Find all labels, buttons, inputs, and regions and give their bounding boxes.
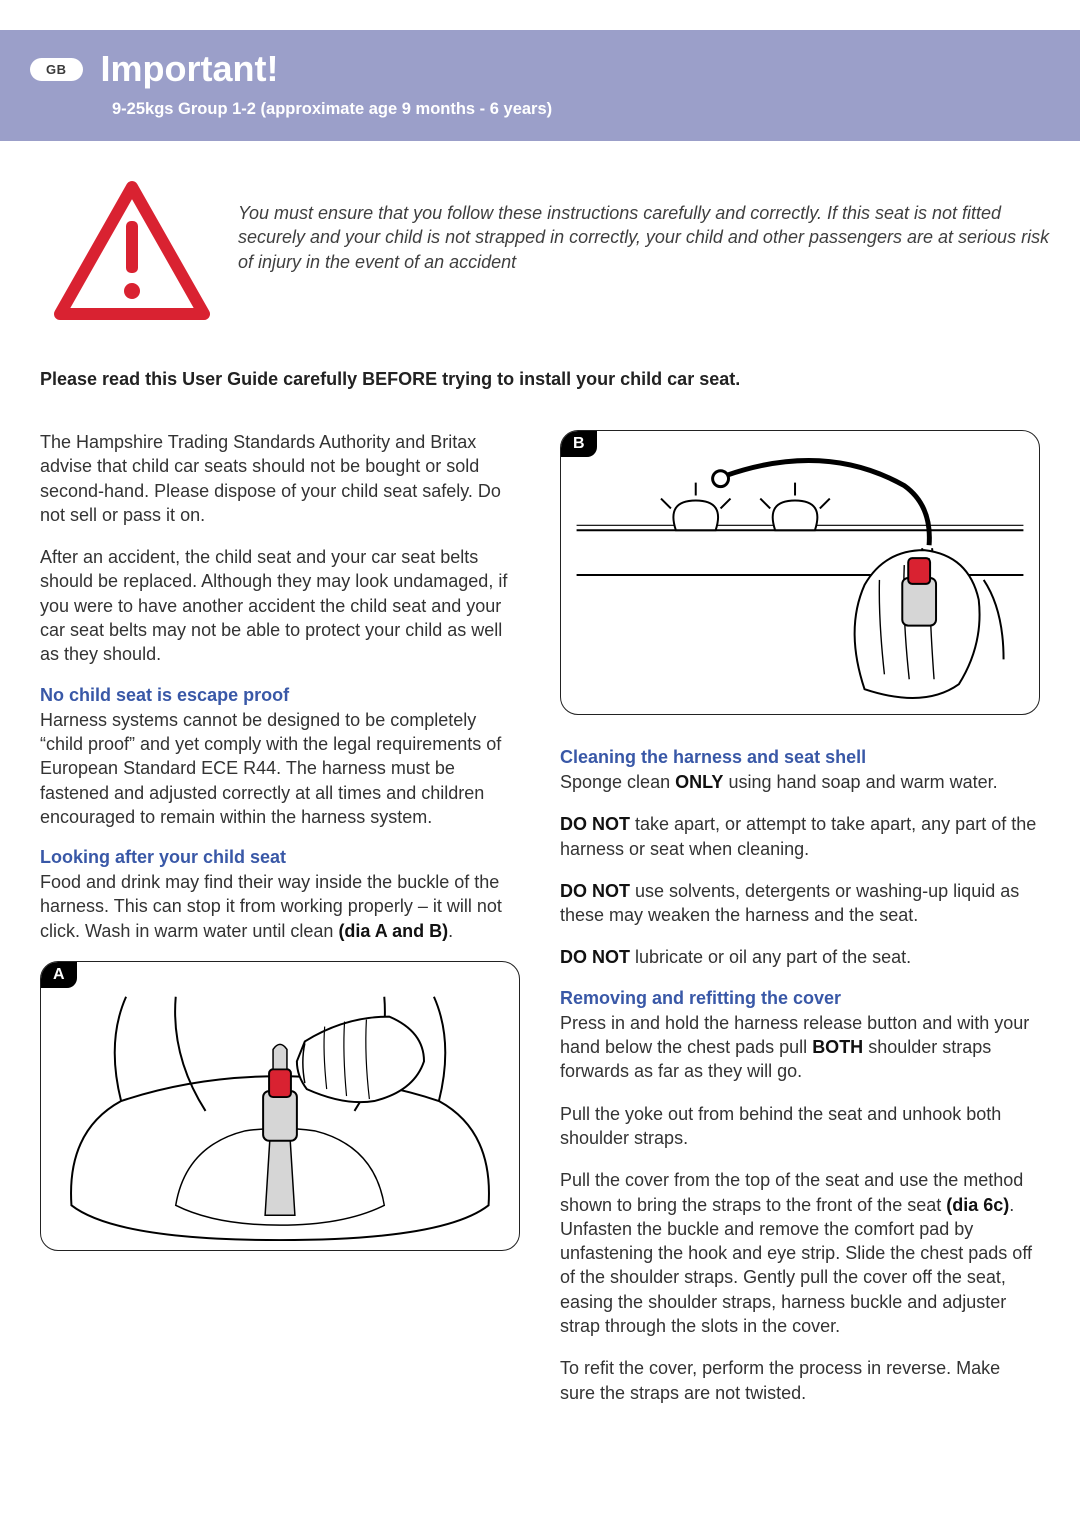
diagram-a-label: A xyxy=(41,962,77,988)
cover-p3: Pull the cover from the top of the seat … xyxy=(560,1168,1040,1338)
do-not-2-bold: DO NOT xyxy=(560,881,630,901)
weight-group-subtitle: 9-25kgs Group 1-2 (approximate age 9 mon… xyxy=(112,100,1050,119)
right-column: B xyxy=(560,430,1040,1423)
looking-after-text-2: . xyxy=(448,921,453,941)
after-accident-text: After an accident, the child seat and yo… xyxy=(40,545,520,666)
do-not-2: DO NOT use solvents, detergents or washi… xyxy=(560,879,1040,928)
country-pill: GB xyxy=(30,58,83,81)
warning-text: You must ensure that you follow these in… xyxy=(238,179,1050,274)
cover-both: BOTH xyxy=(812,1037,863,1057)
cover-p4: To refit the cover, perform the process … xyxy=(560,1356,1040,1405)
page-title: Important! xyxy=(101,48,279,90)
pre-install-notice: Please read this User Guide carefully BE… xyxy=(0,339,1080,390)
diagram-b-label: B xyxy=(561,431,597,457)
escape-proof-body: Harness systems cannot be designed to be… xyxy=(40,708,520,829)
warning-section: You must ensure that you follow these in… xyxy=(0,141,1080,339)
cover-p2: Pull the yoke out from behind the seat a… xyxy=(560,1102,1040,1151)
cleaning-p1: Sponge clean ONLY using hand soap and wa… xyxy=(560,770,1040,794)
do-not-3: DO NOT lubricate or oil any part of the … xyxy=(560,945,1040,969)
left-column: The Hampshire Trading Standards Authorit… xyxy=(40,430,520,1423)
header-band: GB Important! 9-25kgs Group 1-2 (approxi… xyxy=(0,30,1080,141)
do-not-1: DO NOT take apart, or attempt to take ap… xyxy=(560,812,1040,861)
cover-dia6c: (dia 6c) xyxy=(946,1195,1009,1215)
cover-p1: Press in and hold the harness release bu… xyxy=(560,1011,1040,1084)
do-not-1-rest: take apart, or attempt to take apart, an… xyxy=(560,814,1036,858)
cleaning-p1-b: using hand soap and warm water. xyxy=(723,772,997,792)
looking-after-heading: Looking after your child seat xyxy=(40,847,520,868)
content-columns: The Hampshire Trading Standards Authorit… xyxy=(0,390,1080,1463)
diagram-b: B xyxy=(560,430,1040,715)
cleaning-heading: Cleaning the harness and seat shell xyxy=(560,747,1040,768)
cover-heading: Removing and refitting the cover xyxy=(560,988,1040,1009)
escape-proof-heading: No child seat is escape proof xyxy=(40,685,520,706)
do-not-3-rest: lubricate or oil any part of the seat. xyxy=(630,947,911,967)
trading-standards-text: The Hampshire Trading Standards Authorit… xyxy=(40,430,520,527)
do-not-3-bold: DO NOT xyxy=(560,947,630,967)
dia-a-b-ref: (dia A and B) xyxy=(338,921,448,941)
cover-p3-b: . Unfasten the buckle and remove the com… xyxy=(560,1195,1032,1336)
diagram-a: A xyxy=(40,961,520,1251)
do-not-1-bold: DO NOT xyxy=(560,814,630,834)
cleaning-p1-a: Sponge clean xyxy=(560,772,675,792)
cleaning-only: ONLY xyxy=(675,772,723,792)
header-row: GB Important! xyxy=(30,48,1050,90)
looking-after-body: Food and drink may find their way inside… xyxy=(40,870,520,943)
warning-triangle-icon xyxy=(52,179,212,329)
